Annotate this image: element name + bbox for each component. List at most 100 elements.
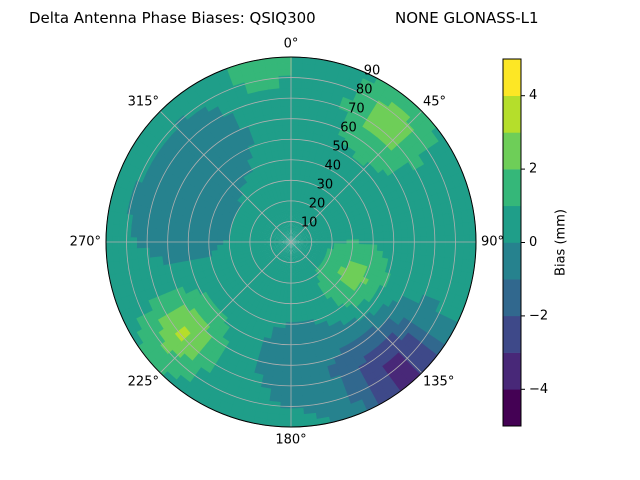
contour-cell xyxy=(149,347,164,363)
contour-cell xyxy=(388,223,396,233)
contour-cell xyxy=(299,264,304,272)
contour-cell xyxy=(439,290,450,306)
contour-cell xyxy=(336,257,345,264)
contour-cell xyxy=(302,237,310,240)
contour-cell xyxy=(118,258,128,273)
contour-cell xyxy=(299,193,305,201)
contour-cell xyxy=(206,394,222,407)
contour-cell xyxy=(342,258,351,266)
contour-cell xyxy=(129,316,142,333)
contour-cell xyxy=(314,246,322,250)
contour-cell xyxy=(261,216,269,224)
contour-cell xyxy=(336,398,352,409)
contour-cell xyxy=(187,258,196,268)
contour-cell xyxy=(278,401,292,409)
contour-cell xyxy=(287,285,292,292)
contour-cell xyxy=(309,374,322,383)
contour-cell xyxy=(276,220,282,228)
contour-cell xyxy=(122,281,133,297)
contour-cell xyxy=(324,211,333,219)
contour-cell xyxy=(401,184,412,197)
colorbar-segment xyxy=(503,242,521,280)
colorbar-segment xyxy=(503,315,521,353)
contour-cell xyxy=(440,316,453,333)
contour-cell xyxy=(286,210,290,218)
contour-cell xyxy=(259,132,270,142)
contour-cell xyxy=(390,266,400,277)
contour-cell xyxy=(171,378,187,393)
contour-cell xyxy=(333,233,341,238)
contour-cell xyxy=(214,67,231,80)
contour-cell xyxy=(277,56,292,64)
contour-cell xyxy=(374,77,391,91)
contour-cell xyxy=(290,204,294,212)
contour-cell xyxy=(333,213,342,221)
contour-cell xyxy=(276,333,286,341)
contour-cell xyxy=(147,296,159,311)
contour-cell xyxy=(456,171,468,188)
contour-cell xyxy=(315,218,323,225)
contour-cell xyxy=(313,276,321,285)
contour-cell xyxy=(238,413,255,424)
contour-cell xyxy=(382,244,391,253)
contour-cell xyxy=(223,248,231,255)
contour-cell xyxy=(392,259,401,270)
contour-cell xyxy=(247,213,256,221)
contour-cell xyxy=(284,155,292,163)
contour-cell xyxy=(431,127,446,143)
contour-cell xyxy=(290,297,296,305)
contour-cell xyxy=(275,339,285,348)
contour-cell xyxy=(275,230,282,236)
contour-cell xyxy=(205,99,220,112)
contour-cell xyxy=(120,294,132,311)
contour-cell xyxy=(297,242,304,244)
contour-cell xyxy=(308,368,320,377)
contour-cell xyxy=(412,218,421,230)
contour-cell xyxy=(251,220,260,226)
contour-cell xyxy=(286,229,290,237)
contour-cell xyxy=(395,245,403,255)
contour-cell xyxy=(270,169,278,177)
contour-cell xyxy=(288,272,292,280)
contour-cell xyxy=(310,222,317,229)
angle-tick-label: 90° xyxy=(481,235,504,250)
contour-cell xyxy=(454,282,466,299)
contour-cell xyxy=(290,334,299,342)
contour-cell xyxy=(226,409,243,421)
contour-cell xyxy=(311,224,319,230)
contour-cell xyxy=(140,144,154,160)
contour-cell xyxy=(347,393,363,405)
contour-cell xyxy=(378,376,394,390)
contour-cell xyxy=(287,229,290,237)
contour-cell xyxy=(280,377,292,385)
contour-cell xyxy=(316,194,325,203)
contour-cell xyxy=(271,225,278,231)
contour-cell xyxy=(266,257,273,264)
contour-cell xyxy=(291,239,298,242)
contour-cell xyxy=(255,227,263,233)
contour-cell xyxy=(322,277,331,286)
contour-cell xyxy=(266,246,274,250)
contour-cell xyxy=(291,238,297,242)
contour-cell xyxy=(264,264,272,271)
contour-cell xyxy=(334,113,347,124)
contour-cell xyxy=(308,107,320,116)
contour-cell xyxy=(314,322,324,332)
contour-cell xyxy=(175,212,184,224)
contour-cell xyxy=(141,299,153,314)
contour-cell xyxy=(290,99,302,107)
contour-cell xyxy=(395,229,403,239)
contour-cell xyxy=(268,137,278,146)
contour-cell xyxy=(313,185,321,194)
contour-cell xyxy=(445,319,459,336)
contour-cell xyxy=(174,220,182,231)
contour-cell xyxy=(421,134,435,150)
contour-cell xyxy=(279,186,285,194)
contour-cell xyxy=(344,226,353,233)
contour-cell xyxy=(283,340,292,348)
contour-cell xyxy=(284,242,291,245)
contour-cell xyxy=(303,332,313,341)
contour-cell xyxy=(276,249,282,255)
contour-cell xyxy=(110,183,122,200)
contour-cell xyxy=(274,345,285,354)
